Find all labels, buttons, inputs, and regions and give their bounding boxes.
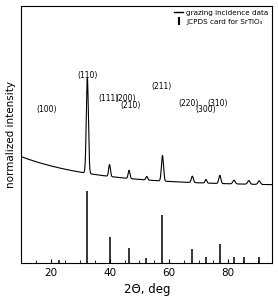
Text: (310): (310) [207,99,227,108]
Legend: grazing incidence data, JCPDS card for SrTiO₃: grazing incidence data, JCPDS card for S… [173,9,269,26]
Y-axis label: normalized intensity: normalized intensity [6,81,16,188]
Text: (210): (210) [120,101,141,110]
Text: (110): (110) [77,71,98,80]
Text: (111): (111) [98,94,118,102]
Text: (300): (300) [195,105,216,114]
Text: (211): (211) [152,82,172,91]
Text: (200): (200) [115,94,136,102]
Text: (100): (100) [36,105,56,114]
X-axis label: 2Θ, deg: 2Θ, deg [123,284,170,297]
Text: (220): (220) [179,99,199,108]
